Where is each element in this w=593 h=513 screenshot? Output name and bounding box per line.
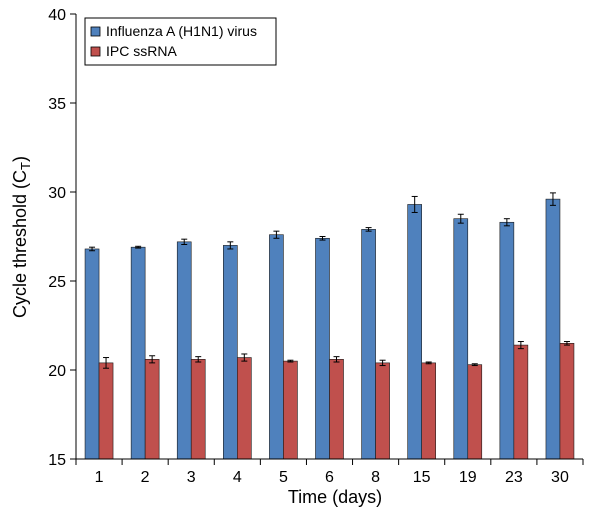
legend-swatch-0 [91,27,100,36]
x-tick-label: 4 [233,469,242,486]
y-axis-title-subscript: T [18,162,33,170]
x-tick-label: 3 [187,469,196,486]
bar-ipc [283,361,297,459]
legend-swatch-1 [91,47,100,56]
x-tick-label: 8 [371,469,380,486]
bar-ipc [330,359,344,459]
bar-influenza [362,229,376,459]
bar-influenza [269,235,283,459]
bar-influenza [223,245,237,459]
x-axis-title: Time (days) [288,487,382,507]
bar-ipc [560,343,574,459]
y-tick-label: 25 [48,274,66,291]
y-tick-label: 40 [48,7,66,24]
bar-influenza [546,199,560,459]
x-tick-label: 30 [551,469,569,486]
x-axis: 1 2 3 4 5 6 8 15 19 23 30 [76,459,583,486]
bar-ipc [145,359,159,459]
bar-influenza [177,242,191,459]
bar-ipc [468,365,482,459]
y-tick-label: 15 [48,452,66,469]
x-tick-label: 19 [459,469,477,486]
y-axis-title-close: ) [10,156,30,162]
bar-influenza [316,238,330,459]
y-axis-title-main: Cycle threshold (C [10,170,30,318]
x-tick-label: 1 [95,469,104,486]
y-tick-label: 30 [48,185,66,202]
bar-influenza [85,249,99,459]
bar-ipc [191,359,205,459]
x-tick-label: 6 [325,469,334,486]
bar-ipc [422,363,436,459]
legend-label-0: Influenza A (H1N1) virus [106,23,257,39]
x-tick-label: 23 [505,469,523,486]
legend: Influenza A (H1N1) virus IPC ssRNA [85,18,276,65]
bar-ipc [514,345,528,459]
x-tick-label: 5 [279,469,288,486]
bar-influenza [131,247,145,459]
bar-influenza [454,219,468,459]
bar-ipc [237,358,251,459]
y-tick-label: 35 [48,96,66,113]
y-axis: 15 20 25 30 35 40 [48,7,76,469]
bar-influenza [500,222,514,459]
x-tick-label: 15 [413,469,431,486]
plot-area [85,193,574,459]
bar-influenza [408,204,422,459]
bar-ipc [99,363,113,459]
bar-ipc [376,363,390,459]
legend-label-1: IPC ssRNA [106,43,177,59]
y-axis-title: Cycle threshold (CT) [10,156,33,318]
x-tick-label: 2 [141,469,150,486]
y-tick-label: 20 [48,363,66,380]
